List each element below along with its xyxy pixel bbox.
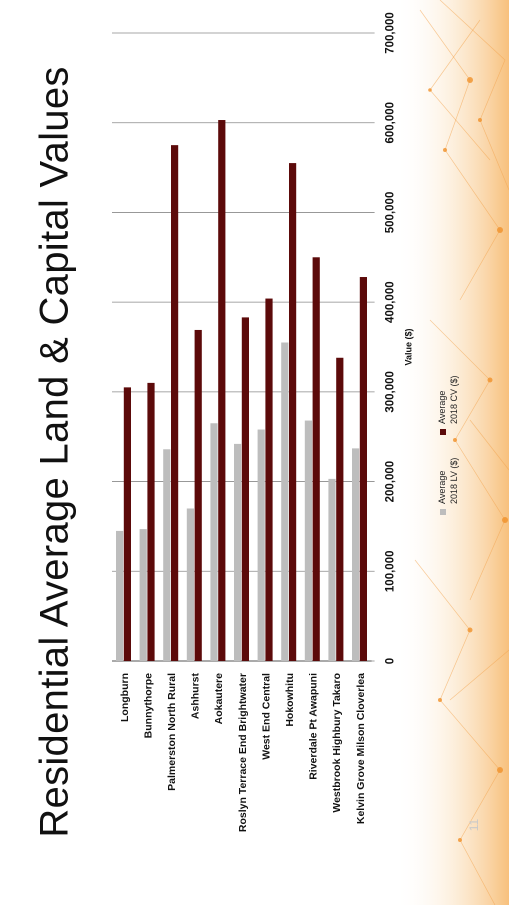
legend-label: 2018 CV ($) <box>449 375 459 424</box>
slide-number: 11 <box>467 818 482 832</box>
legend-label: 2018 LV ($) <box>449 458 459 504</box>
value-tick-label: 200,000 <box>385 461 397 503</box>
value-axis-title: Value ($) <box>404 328 414 365</box>
bar-lv <box>328 478 336 661</box>
bar-cv <box>359 277 367 661</box>
legend-label: Average <box>437 471 447 504</box>
category-label: Bunnythorpe <box>142 673 154 738</box>
bar-lv <box>257 429 265 661</box>
legend-label: Average <box>437 391 447 424</box>
category-label: Kelvin Grove Milson Cloverlea <box>355 673 367 824</box>
value-tick-label: 600,000 <box>385 102 397 144</box>
value-tick-label: 300,000 <box>385 371 397 413</box>
bar-lv <box>163 449 171 661</box>
bar-cv <box>218 120 226 662</box>
category-label: Longburn <box>119 673 131 722</box>
category-label: Westbrook Highbury Takaro <box>331 673 343 813</box>
bar-lv <box>281 342 289 661</box>
bar-cv <box>289 163 297 662</box>
value-tick-label: 500,000 <box>385 192 397 234</box>
value-tick-label: 0 <box>385 658 397 664</box>
bar-lv <box>352 448 360 661</box>
bar-cv <box>336 357 344 661</box>
bar-cv <box>147 382 155 661</box>
legend-swatch <box>440 429 446 435</box>
bar-lv <box>186 508 194 661</box>
category-label: West End Central <box>260 673 272 760</box>
bar-lv <box>210 423 218 661</box>
bar-cv <box>312 257 320 661</box>
bar-cv <box>123 387 131 661</box>
bar-lv <box>116 530 124 661</box>
bar-cv <box>265 298 273 661</box>
category-label: Hokowhitu <box>284 673 296 727</box>
value-tick-label: 100,000 <box>385 550 397 592</box>
bar-lv <box>139 529 147 661</box>
value-tick-label: 400,000 <box>385 281 397 323</box>
value-tick-label: 700,000 <box>385 12 397 54</box>
bar-lv <box>304 420 312 661</box>
category-label: Aokautere <box>213 673 225 725</box>
category-label: Ashhurst <box>190 673 202 720</box>
legend-swatch <box>440 509 446 515</box>
bar-cv <box>194 329 202 661</box>
category-label: Roslyn Terrace End Brightwater <box>237 673 249 832</box>
bar-lv <box>234 443 242 661</box>
bar-cv <box>171 145 179 662</box>
bar-cv <box>241 317 249 661</box>
category-label: Palmerston North Rural <box>166 673 178 791</box>
category-label: Riverdale Pt Awapuni <box>308 673 320 780</box>
